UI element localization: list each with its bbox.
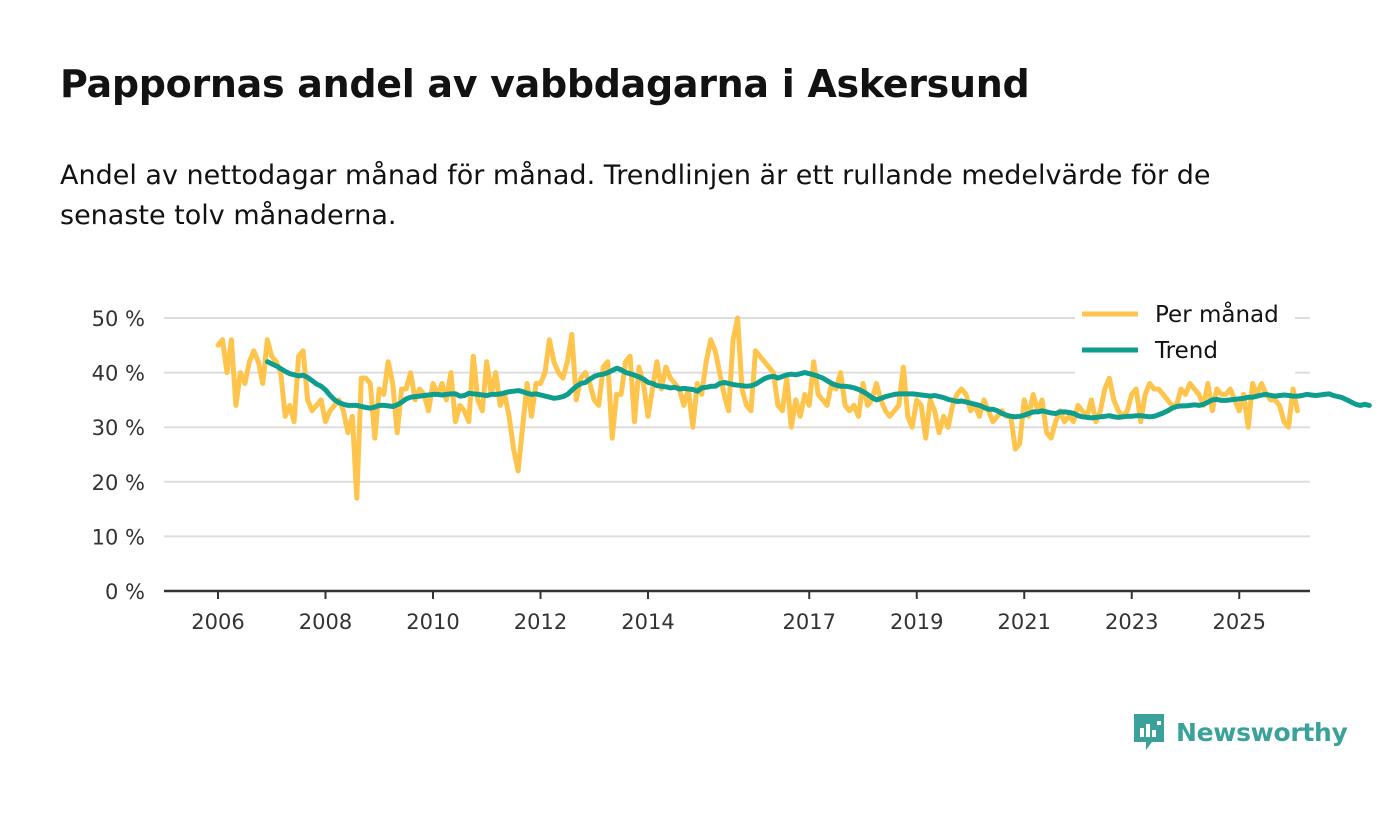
y-tick-label: 10 % (92, 525, 145, 549)
newsworthy-logo-text: Newsworthy (1176, 717, 1348, 747)
legend-background (1075, 294, 1295, 376)
x-tick-label: 2025 (1213, 610, 1266, 634)
x-tick-label: 2014 (621, 610, 674, 634)
x-axis-ticks: 2006 2008 2010 2012 2014 2017 2019 2021 2023 2025 (191, 591, 1266, 634)
x-tick-label: 2023 (1105, 610, 1158, 634)
y-tick-label: 50 % (92, 307, 145, 331)
legend: Per månad Trend (1075, 294, 1295, 376)
y-tick-label: 40 % (92, 362, 145, 386)
x-tick-label: 2021 (998, 610, 1051, 634)
x-tick-label: 2019 (890, 610, 943, 634)
legend-label-per-manad: Per månad (1155, 300, 1279, 328)
series-line-trend (265, 359, 1372, 421)
y-tick-label: 20 % (92, 471, 145, 495)
line-chart: 0 % 10 % 20 % 30 % 40 % 50 % 2006 2008 2010 2012… (92, 294, 1372, 634)
y-axis-ticks: 0 % 10 % 20 % 30 % 40 % 50 % (92, 307, 145, 604)
x-tick-label: 2008 (299, 610, 352, 634)
newsworthy-logo-icon (1134, 714, 1164, 750)
chart-subtitle: Andel av nettodagar månad för månad. Tre… (60, 160, 1211, 231)
x-tick-label: 2017 (783, 610, 836, 634)
x-tick-label: 2010 (406, 610, 459, 634)
y-tick-label: 30 % (92, 416, 145, 440)
chart-title: Pappornas andel av vabbdagarna i Askersu… (60, 62, 1030, 106)
y-tick-label: 0 % (105, 580, 145, 604)
newsworthy-logo: Newsworthy (1132, 712, 1348, 752)
series-line-per-manad (215, 315, 1300, 501)
x-tick-label: 2012 (514, 610, 567, 634)
x-tick-label: 2006 (191, 610, 244, 634)
legend-label-trend: Trend (1154, 338, 1218, 364)
